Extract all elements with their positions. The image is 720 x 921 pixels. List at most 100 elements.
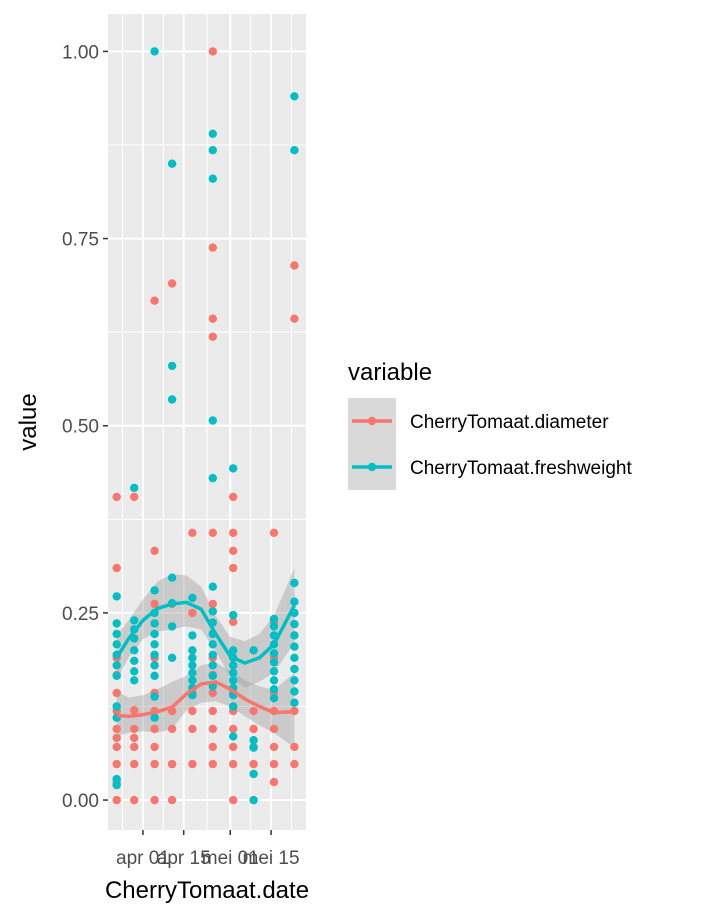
data-point [130, 492, 139, 502]
data-point [208, 671, 217, 680]
data-point [130, 724, 139, 734]
data-point [229, 676, 238, 685]
confidence-band [116, 568, 295, 688]
data-point [167, 759, 177, 769]
data-point [150, 586, 159, 595]
data-point [290, 759, 299, 769]
data-point [269, 676, 279, 685]
data-point [229, 724, 238, 734]
y-tick-label: 0.25 [62, 604, 99, 625]
y-tick-label: 0.50 [62, 417, 99, 438]
data-point [229, 617, 238, 627]
data-point [112, 780, 121, 790]
x-tick-label: apr 01 [116, 848, 170, 869]
data-point [249, 759, 258, 769]
data-point [167, 395, 177, 404]
series-line [116, 680, 295, 718]
data-point [188, 593, 197, 603]
data-point [269, 614, 279, 624]
data-point [229, 646, 238, 655]
data-point [188, 676, 197, 685]
x-tick-label: apr 15 [157, 848, 211, 869]
data-point [208, 724, 217, 734]
data-point [150, 640, 159, 649]
data-point [208, 174, 217, 183]
data-point [290, 578, 299, 588]
data-point [150, 759, 159, 769]
data-point [229, 610, 238, 620]
data-point [150, 546, 159, 555]
data-point [269, 622, 279, 631]
confidence-bands [116, 568, 295, 748]
data-point [167, 622, 177, 631]
smooth-lines [115, 600, 296, 718]
x-axis-title: CherryTomaat.date [105, 877, 309, 904]
data-point [229, 563, 238, 573]
legend-key-point [367, 416, 377, 426]
data-point [269, 742, 279, 752]
legend-label: CherryTomaat.freshweight [410, 458, 632, 479]
data-point [249, 706, 258, 716]
data-point [290, 92, 299, 101]
data-point [167, 795, 177, 805]
grid-lines [108, 14, 306, 830]
data-point [150, 296, 159, 305]
data-point [249, 769, 258, 779]
data-point [208, 582, 217, 591]
data-point [269, 759, 279, 769]
data-point [229, 702, 238, 711]
data-point [188, 631, 197, 640]
data-point [290, 619, 299, 629]
data-point [112, 742, 121, 752]
data-point [130, 656, 139, 665]
data-point [130, 742, 139, 752]
data-point [112, 671, 121, 680]
y-tick-label: 0.00 [62, 791, 99, 812]
data-point [290, 631, 299, 640]
data-point [229, 546, 238, 555]
data-point [150, 671, 159, 680]
data-point [229, 732, 238, 741]
data-point [112, 702, 121, 711]
data-point [188, 759, 197, 769]
data-point [112, 661, 121, 670]
y-tick-label: 0.75 [62, 230, 99, 251]
data-point [150, 713, 159, 722]
data-point [150, 742, 159, 752]
data-point [112, 563, 121, 573]
data-point [150, 692, 159, 701]
data-point [290, 676, 299, 685]
data-point [150, 629, 159, 639]
data-point [229, 668, 238, 677]
data-point [208, 129, 217, 138]
data-point [229, 795, 238, 805]
data-point [290, 742, 299, 752]
data-point [208, 473, 217, 483]
data-point [249, 724, 258, 734]
data-point [150, 619, 159, 628]
data-point [269, 528, 279, 537]
data-point [112, 629, 121, 639]
data-point [290, 698, 299, 707]
data-point [208, 688, 217, 698]
data-point [229, 759, 238, 769]
data-point [112, 492, 121, 502]
data-point [229, 742, 238, 752]
data-point [188, 706, 197, 716]
data-point [188, 724, 197, 734]
data-point [208, 47, 217, 56]
data-point [188, 668, 197, 677]
data-point [130, 616, 139, 625]
legend: variable CherryTomaat.diameter CherryToma… [348, 359, 632, 490]
data-point [229, 661, 238, 670]
data-point [208, 759, 217, 769]
data-point [188, 646, 197, 655]
data-point [130, 759, 139, 769]
legend-key-point [367, 462, 377, 472]
data-point [112, 619, 121, 628]
legend-title: variable [348, 359, 432, 386]
data-point [188, 608, 197, 618]
data-point [229, 528, 238, 537]
legend-label: CherryTomaat.diameter [410, 412, 609, 433]
